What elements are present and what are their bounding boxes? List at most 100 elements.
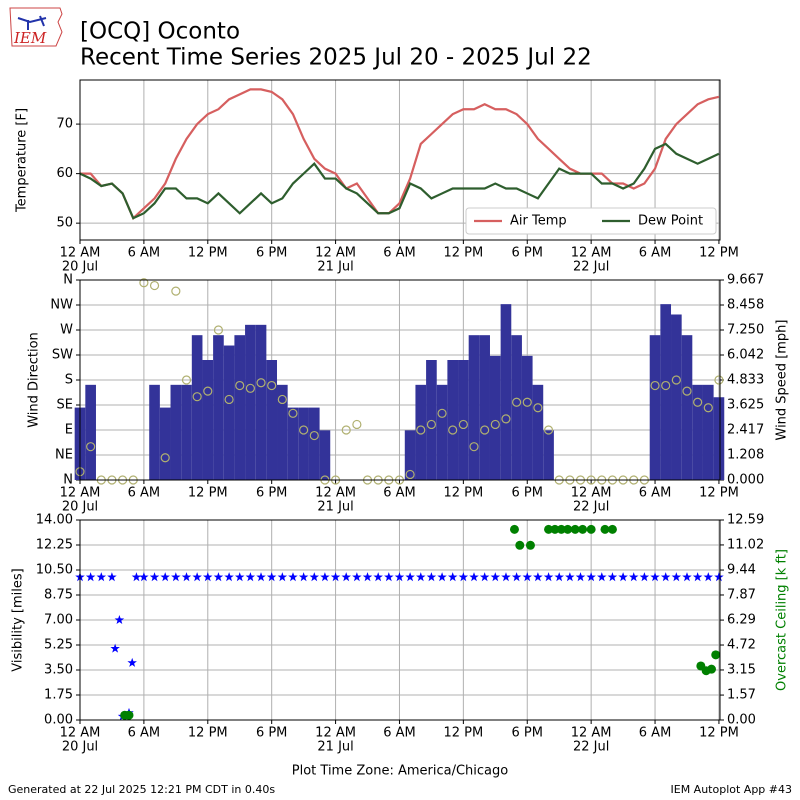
y-tick-label: SE: [57, 398, 73, 413]
y2-axis-label: Wind Speed [mph]: [775, 320, 790, 441]
star-point: [703, 572, 713, 582]
x-date-label: 21 Jul: [317, 740, 353, 755]
y2-tick-label: 0.000: [727, 473, 764, 488]
dot-point: [711, 650, 721, 660]
point: [501, 414, 511, 424]
series-line: [79, 142, 720, 220]
star-point: [618, 572, 628, 582]
star-point: [639, 572, 650, 582]
star-point: [511, 572, 522, 582]
y-tick-label: 12.25: [36, 538, 73, 553]
x-tick-label: 12 PM: [699, 486, 739, 501]
x-date-label: 22 Jul: [573, 260, 609, 275]
point: [86, 442, 96, 452]
star-point: [405, 572, 415, 582]
dot-point: [600, 524, 610, 534]
bar: [255, 324, 267, 480]
legend-label: Air Temp: [510, 214, 567, 229]
bar: [277, 384, 288, 480]
bar: [287, 407, 299, 480]
bar: [447, 360, 459, 480]
x-tick-label: 6 PM: [512, 486, 543, 501]
bar: [692, 384, 703, 480]
x-tick-label: 6 AM: [639, 246, 672, 261]
dot-point: [556, 524, 566, 534]
star-point: [352, 572, 362, 582]
bar: [521, 355, 533, 480]
bar: [681, 335, 693, 480]
point: [522, 397, 532, 407]
x-tick-label: 12 PM: [188, 726, 228, 741]
x-tick-label: 6 PM: [256, 486, 287, 501]
star-point: [203, 572, 213, 582]
point: [213, 325, 224, 335]
bar: [500, 304, 512, 480]
x-date-label: 21 Jul: [317, 260, 353, 275]
y-tick-label: 8.75: [44, 588, 73, 603]
point: [256, 378, 266, 388]
star-point: [692, 572, 703, 582]
star-point: [714, 572, 724, 582]
y-tick-label: N: [63, 273, 73, 288]
x-tick-label: 12 AM: [315, 486, 356, 501]
dot-point: [563, 524, 573, 534]
x-tick-label: 6 AM: [383, 726, 416, 741]
point: [693, 397, 703, 407]
dot-point: [544, 524, 554, 534]
star-point: [149, 572, 160, 582]
star-point: [320, 572, 330, 582]
star-point: [341, 572, 351, 582]
legend-label: Dew Point: [638, 214, 703, 229]
bar: [543, 430, 554, 480]
bar: [436, 384, 448, 480]
star-point: [426, 572, 437, 582]
logo-outline: [9, 7, 63, 47]
point: [416, 425, 426, 435]
bar: [489, 355, 501, 480]
y-tick-label: 1.75: [44, 688, 73, 703]
point: [703, 403, 713, 413]
bar: [479, 335, 490, 480]
star-point: [181, 572, 192, 582]
star-point: [160, 572, 170, 582]
dot-point: [525, 540, 535, 550]
star-point: [85, 572, 96, 582]
footer-left: Generated at 22 Jul 2025 12:21 PM CDT in…: [8, 783, 275, 796]
point: [661, 380, 671, 391]
bar: [702, 384, 714, 480]
star-point: [660, 572, 671, 582]
chart-title: [OCQ] Oconto: [80, 19, 240, 45]
dot-point: [578, 524, 588, 534]
star-point: [114, 615, 125, 624]
star-point: [384, 572, 394, 582]
y-axis-label: Visibility [miles]: [11, 568, 26, 671]
star-point: [373, 572, 383, 582]
star-point: [565, 572, 575, 582]
point: [203, 386, 213, 396]
x-tick-label: 12 AM: [571, 726, 612, 741]
y-tick-label: 10.50: [36, 563, 73, 578]
y-tick-label: E: [65, 423, 73, 438]
bar: [159, 407, 171, 480]
dot-point: [550, 524, 560, 534]
bar: [245, 324, 256, 480]
y2-tick-label: 6.29: [727, 613, 756, 628]
bar: [671, 314, 682, 480]
point: [341, 425, 351, 435]
bar: [181, 384, 192, 480]
y2-tick-label: 4.833: [727, 373, 764, 388]
y-axis-label: Temperature [F]: [15, 108, 30, 213]
point: [533, 403, 543, 413]
bar: [149, 384, 160, 480]
star-point: [288, 572, 298, 582]
y2-tick-label: 3.625: [727, 398, 764, 413]
bar: [223, 345, 235, 480]
x-tick-label: 12 AM: [315, 726, 356, 741]
x-tick-label: 12 PM: [699, 726, 739, 741]
star-point: [171, 572, 181, 582]
x-tick-label: 12 PM: [188, 246, 228, 261]
bar: [511, 335, 522, 480]
point: [543, 425, 554, 435]
